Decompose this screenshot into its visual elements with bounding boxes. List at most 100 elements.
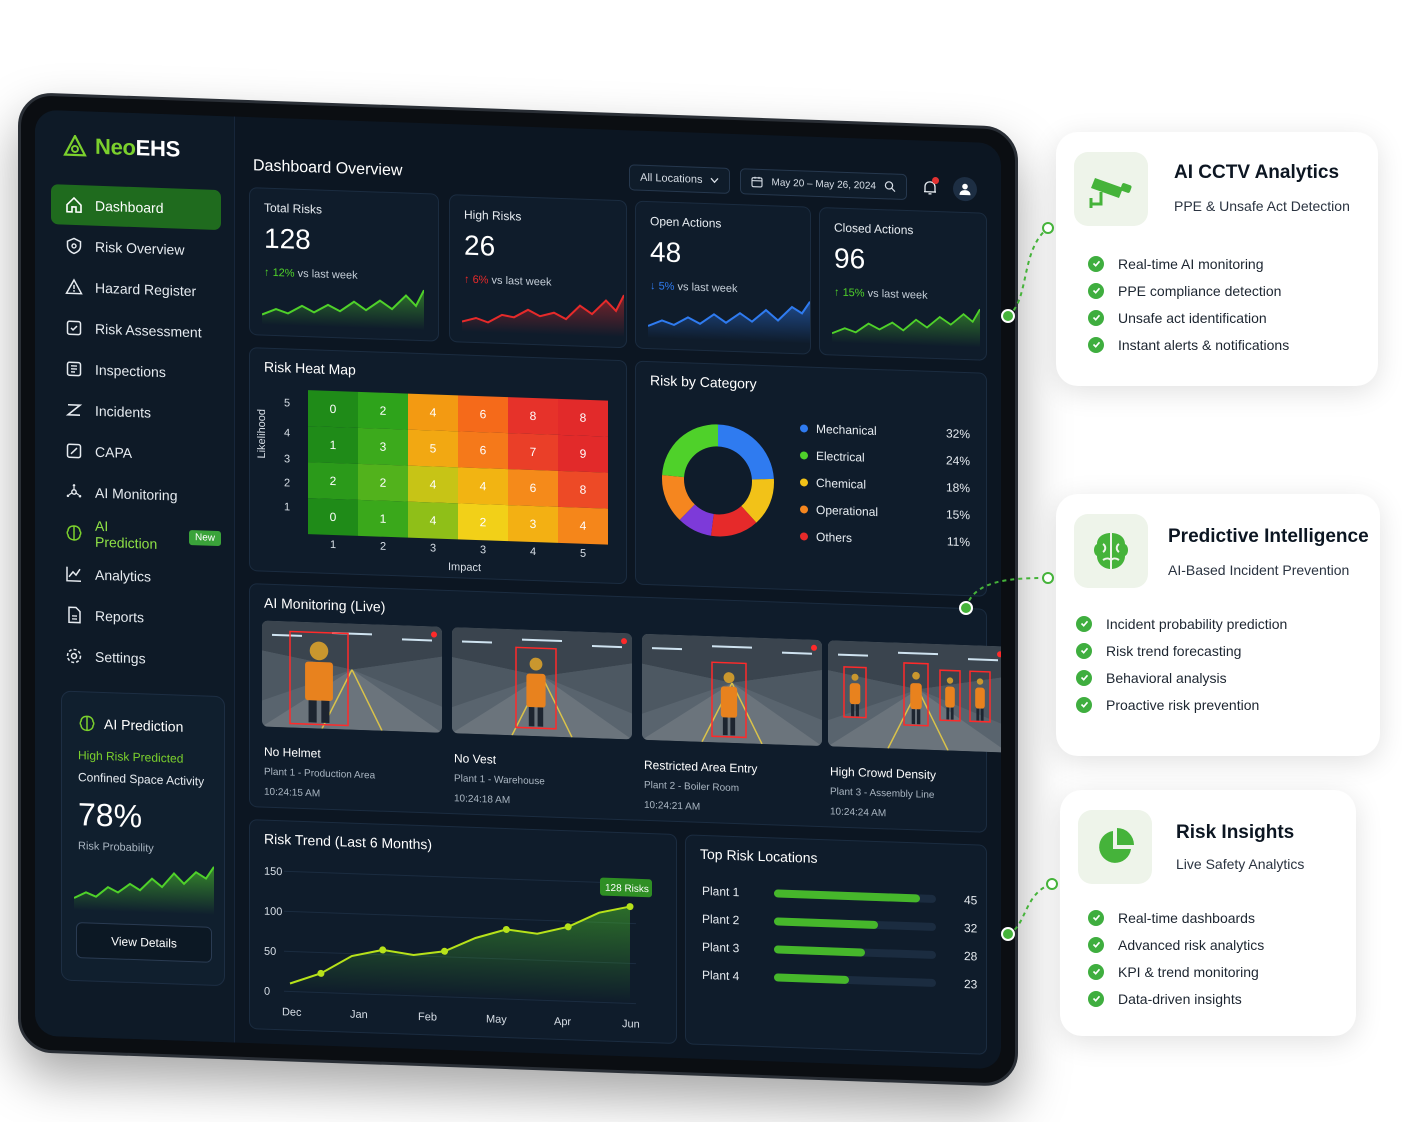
trend-point[interactable] xyxy=(379,946,387,954)
heat-cell[interactable]: 6 xyxy=(508,469,558,507)
location-row[interactable]: Plant 3 28 xyxy=(702,940,982,964)
heat-cell[interactable]: 0 xyxy=(308,498,358,536)
location-select[interactable]: All Locations xyxy=(629,164,731,194)
kpi-value: 96 xyxy=(834,242,866,275)
notifications-button[interactable] xyxy=(917,174,943,201)
trend-point[interactable] xyxy=(564,923,572,931)
location-row[interactable]: Plant 1 45 xyxy=(702,884,982,908)
camera-feed-image[interactable] xyxy=(262,620,442,733)
donut-slice[interactable] xyxy=(710,505,757,538)
heat-cell[interactable]: 3 xyxy=(508,505,558,543)
heat-cell[interactable]: 2 xyxy=(358,463,408,502)
sidebar-item-incidents[interactable]: Incidents xyxy=(51,389,221,435)
location-value: 23 xyxy=(964,977,978,992)
legend-dot xyxy=(800,478,808,487)
heat-cell[interactable]: 4 xyxy=(408,465,458,504)
avatar[interactable] xyxy=(953,176,977,202)
heat-cell[interactable]: 4 xyxy=(408,393,458,432)
sidebar-item-capa[interactable]: CAPA xyxy=(51,430,221,476)
check-icon xyxy=(1088,990,1104,1007)
camera-feed[interactable]: No Vest Plant 1 - Warehouse 10:24:18 AM xyxy=(452,627,632,813)
heat-cell[interactable]: 2 xyxy=(458,503,508,542)
new-badge: New xyxy=(188,529,221,546)
kpi-label: Total Risks xyxy=(264,200,323,217)
heat-cell[interactable]: 4 xyxy=(558,506,608,545)
date-range-value: May 20 – May 26, 2024 xyxy=(771,176,876,192)
brain-icon xyxy=(79,715,95,732)
legend-label: Mechanical xyxy=(816,421,877,438)
legend-value: 32% xyxy=(945,426,970,442)
location-bar xyxy=(774,917,878,930)
report-icon xyxy=(68,606,81,624)
category-legend: Mechanical 32% Electrical 24% Chemical 18% Ope… xyxy=(636,362,986,549)
kpi-card-open-actions[interactable]: Open Actions 48 ↓ 5% vs last week xyxy=(635,200,811,355)
heat-cell[interactable]: 9 xyxy=(558,434,608,473)
heat-cell[interactable]: 4 xyxy=(458,467,508,506)
sidebar-item-reports[interactable]: Reports xyxy=(51,594,221,640)
main-content: Dashboard Overview All Locations May 20 … xyxy=(235,117,1001,1070)
camera-timestamp: 10:24:18 AM xyxy=(454,793,511,807)
category-donut-chart xyxy=(662,422,774,538)
sidebar-item-analytics[interactable]: Analytics xyxy=(51,553,221,599)
date-range-picker[interactable]: May 20 – May 26, 2024 xyxy=(740,168,907,201)
location-row[interactable]: Plant 2 32 xyxy=(702,912,982,936)
category-legend-item: Others 11% xyxy=(800,529,970,549)
heat-cell[interactable]: 0 xyxy=(308,390,358,428)
kpi-card-high-risks[interactable]: High Risks 26 ↑ 6% vs last week xyxy=(449,194,627,349)
location-row[interactable]: Plant 4 23 xyxy=(702,968,982,992)
heat-cell[interactable]: 2 xyxy=(358,391,408,430)
brain-icon xyxy=(66,525,82,541)
heat-cell[interactable]: 7 xyxy=(508,433,558,471)
sidebar-item-hazard-register[interactable]: Hazard Register xyxy=(51,266,221,312)
donut-slice[interactable] xyxy=(662,474,695,520)
kpi-card-total-risks[interactable]: Total Risks 128 ↑ 12% vs last week xyxy=(249,187,439,342)
donut-slice[interactable] xyxy=(741,478,774,523)
risk-trend-card: Risk Trend (Last 6 Months) 0 50 100 150 Dec J… xyxy=(249,819,677,1045)
heat-cell[interactable]: 4 xyxy=(408,501,458,540)
heat-cell[interactable]: 2 xyxy=(308,462,358,500)
donut-slice[interactable] xyxy=(662,422,718,478)
sidebar-item-dashboard[interactable]: Dashboard xyxy=(51,184,221,231)
trend-point[interactable] xyxy=(502,925,510,933)
camera-feed[interactable]: No Helmet Plant 1 - Production Area 10:24:… xyxy=(262,620,442,807)
camera-feed-image[interactable] xyxy=(642,633,822,747)
location-bar xyxy=(774,973,849,985)
sidebar-item-ai-prediction[interactable]: AI Prediction New xyxy=(51,512,221,558)
sidebar-item-risk-overview[interactable]: Risk Overview xyxy=(51,225,221,271)
trend-point[interactable] xyxy=(441,947,449,955)
sidebar-item-label: Inspections xyxy=(95,361,166,381)
heat-cell[interactable]: 8 xyxy=(508,397,558,435)
heat-map-x-tick: 5 xyxy=(580,547,587,560)
view-details-button[interactable]: View Details xyxy=(76,922,212,963)
donut-slice[interactable] xyxy=(679,504,714,536)
sidebar-item-ai-monitoring[interactable]: AI Monitoring xyxy=(51,471,221,517)
trend-x-tick: Dec xyxy=(282,1006,302,1019)
camera-feed[interactable]: Restricted Area Entry Plant 2 - Boiler Ro… xyxy=(642,633,822,820)
heat-cell[interactable]: 6 xyxy=(458,395,508,434)
heat-cell[interactable]: 3 xyxy=(358,427,408,466)
sidebar-item-label: AI Prediction xyxy=(95,517,158,552)
heat-cell[interactable]: 8 xyxy=(558,398,608,437)
camera-alert-type: High Crowd Density xyxy=(830,764,937,783)
sidebar-item-risk-assessment[interactable]: Risk Assessment xyxy=(51,307,221,353)
heat-cell[interactable]: 6 xyxy=(458,431,508,470)
notification-dot xyxy=(932,176,939,185)
trend-point[interactable] xyxy=(626,903,634,911)
camera-alert-type: Restricted Area Entry xyxy=(644,757,758,776)
heat-cell[interactable]: 1 xyxy=(308,426,358,464)
kpi-card-closed-actions[interactable]: Closed Actions 96 ↑ 15% vs last week xyxy=(819,206,987,361)
sidebar-item-inspections[interactable]: Inspections xyxy=(51,348,221,394)
heat-cell[interactable]: 8 xyxy=(558,470,608,509)
feature-point: KPI & trend monitoring xyxy=(1088,958,1264,985)
heat-map-y-tick: 4 xyxy=(284,427,291,440)
sidebar-item-settings[interactable]: Settings xyxy=(51,635,221,681)
trend-point[interactable] xyxy=(317,969,325,977)
legend-label: Chemical xyxy=(816,475,867,492)
donut-slice[interactable] xyxy=(718,424,774,480)
heat-cell[interactable]: 1 xyxy=(358,499,408,538)
heat-cell[interactable]: 5 xyxy=(408,429,458,468)
camera-feed-image[interactable] xyxy=(452,627,632,740)
camera-feed[interactable]: High Crowd Density Plant 3 - Assembly Lin… xyxy=(828,640,1001,826)
search-icon[interactable] xyxy=(884,180,896,193)
camera-feed-image[interactable] xyxy=(828,640,1001,753)
